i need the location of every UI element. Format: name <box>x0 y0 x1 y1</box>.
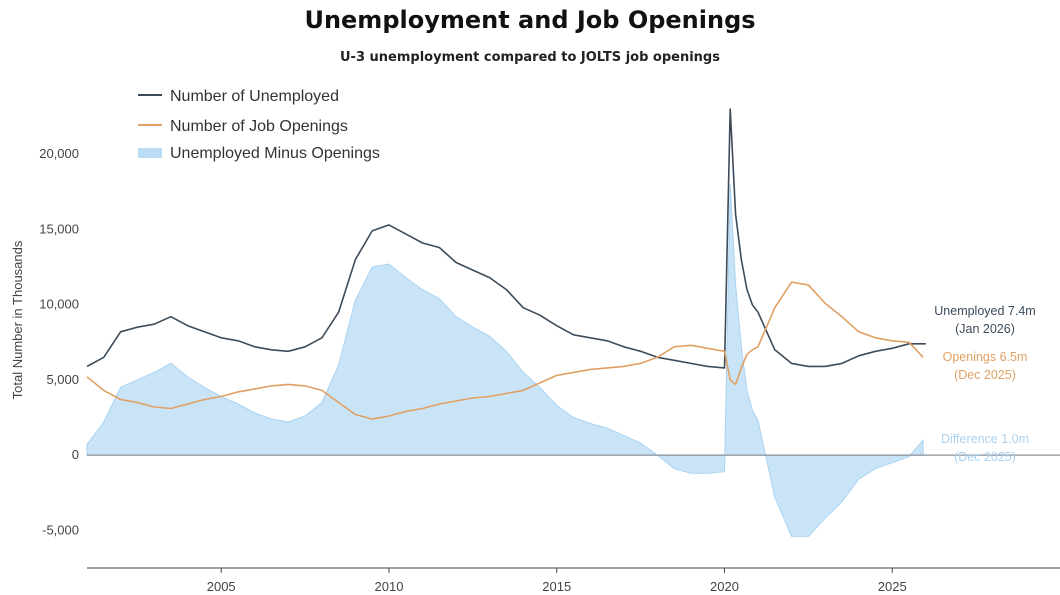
plot-area <box>86 108 926 537</box>
y-tick-label: 10,000 <box>39 297 79 312</box>
legend-label-unemployed: Number of Unemployed <box>170 88 339 105</box>
y-tick-label: 5,000 <box>46 372 79 387</box>
y-axis-label: Total Number in Thousands <box>10 240 25 399</box>
legend: Number of Unemployed Number of Job Openi… <box>138 88 380 162</box>
series-line-openings <box>86 281 924 420</box>
y-tick-label: 0 <box>72 447 79 462</box>
end-label-unemployed: Unemployed 7.4m <box>934 304 1035 318</box>
series-line-unemployed <box>86 108 926 369</box>
legend-label-openings: Number of Job Openings <box>170 118 348 135</box>
series-area-difference <box>86 184 924 537</box>
end-label-openings: Openings 6.5m <box>943 350 1028 364</box>
axes: 2005 2010 2015 2020 2025 -5,000 0 5,000 10,000 15… <box>39 146 1060 594</box>
chart-subtitle: U-3 unemployment compared to JOLTS job o… <box>340 50 720 65</box>
x-tick-label: 2025 <box>878 579 907 594</box>
x-tick-label: 2010 <box>375 579 404 594</box>
y-tick-label: 15,000 <box>39 221 79 236</box>
legend-label-difference: Unemployed Minus Openings <box>170 145 380 162</box>
chart-title: Unemployment and Job Openings <box>304 6 755 34</box>
y-tick-label: -5,000 <box>42 522 79 537</box>
end-label-difference: Difference 1.0m <box>941 432 1029 446</box>
y-tick-label: 20,000 <box>39 146 79 161</box>
end-label-openings-date: (Dec 2025) <box>954 368 1016 382</box>
legend-swatch-difference <box>138 148 162 158</box>
x-tick-label: 2020 <box>710 579 739 594</box>
x-tick-label: 2005 <box>207 579 236 594</box>
end-labels: Unemployed 7.4m (Jan 2026) Openings 6.5m… <box>934 304 1035 464</box>
end-label-difference-date: (Dec 2025) <box>954 450 1016 464</box>
end-label-unemployed-date: (Jan 2026) <box>955 322 1015 336</box>
x-tick-label: 2015 <box>542 579 571 594</box>
